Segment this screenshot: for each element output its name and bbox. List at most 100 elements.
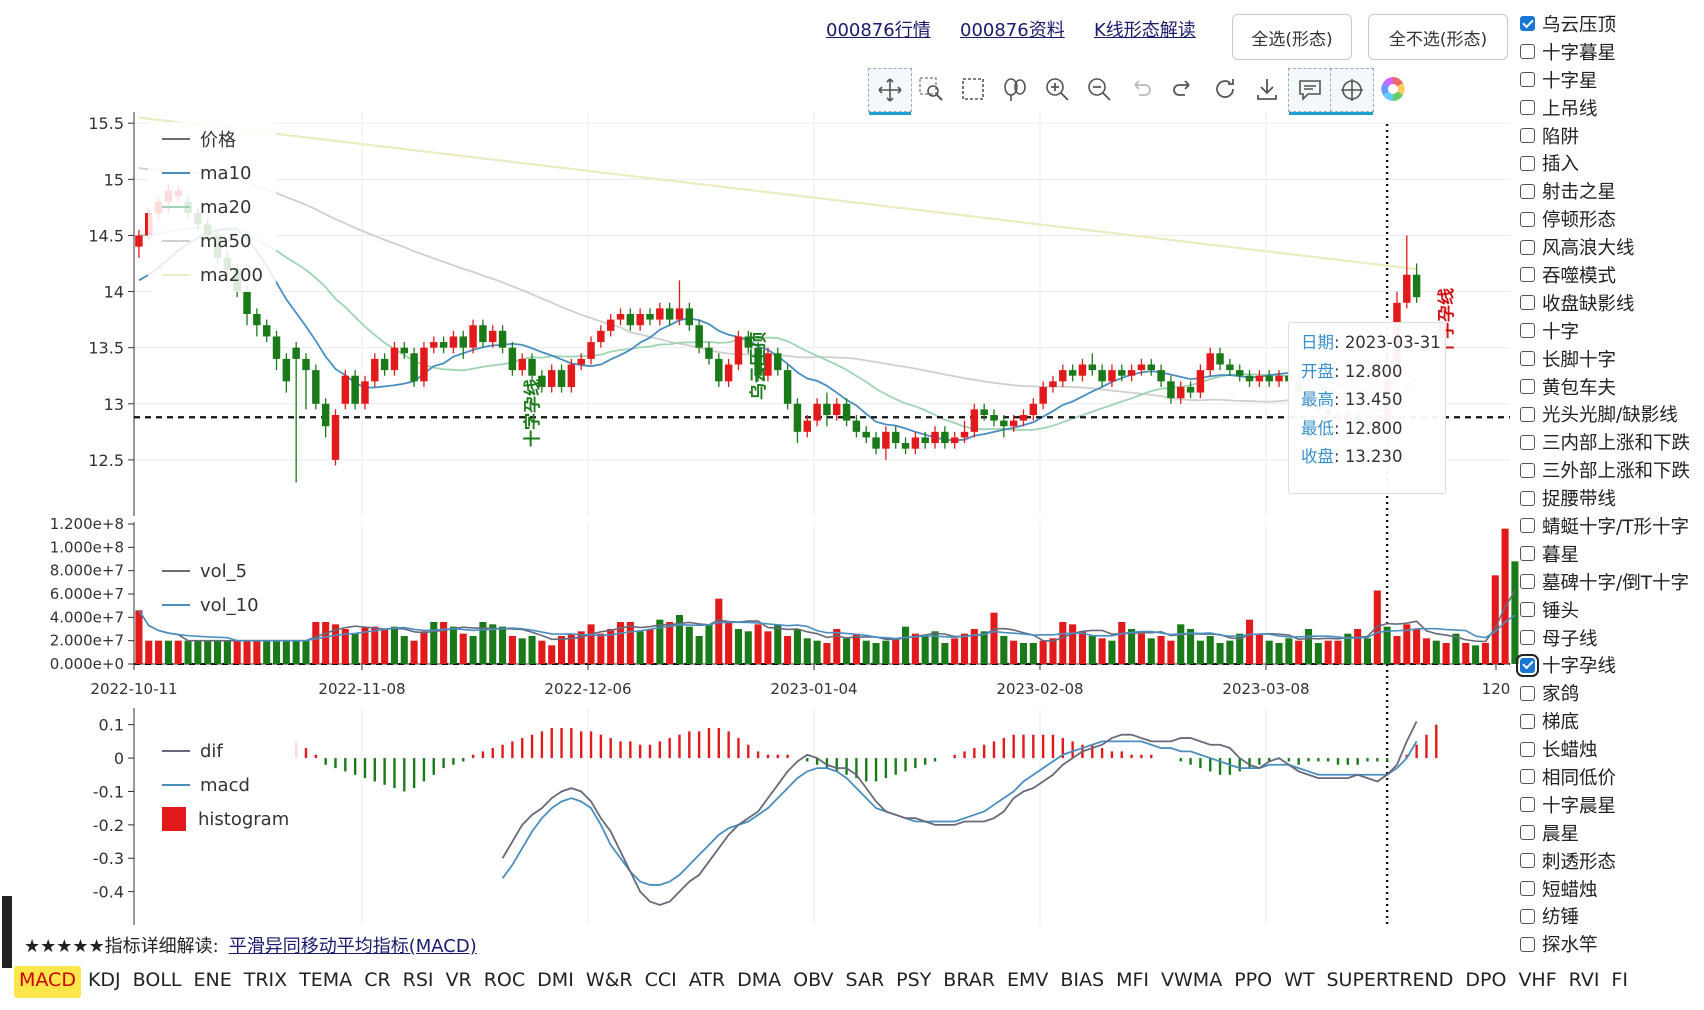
checkbox[interactable] — [1520, 211, 1535, 227]
indicator-tab[interactable]: VR — [445, 969, 472, 991]
deselect-all-button[interactable]: 全不选(形态) — [1368, 14, 1508, 60]
checkbox[interactable] — [1520, 239, 1535, 255]
bokeh-logo-icon[interactable] — [1372, 68, 1414, 110]
checkbox[interactable] — [1520, 881, 1535, 897]
crosshair-icon[interactable] — [1330, 68, 1374, 115]
pattern-checkbox-item[interactable]: 光头光脚/缺影线 — [1520, 400, 1704, 428]
link-profile[interactable]: 000876资料 — [960, 20, 1065, 41]
legend-item-vol10[interactable]: vol_10 — [148, 588, 268, 622]
checkbox[interactable] — [1520, 853, 1535, 869]
pattern-checkbox-item[interactable]: 墓碑十字/倒T十字 — [1520, 568, 1704, 596]
pattern-checkbox-item[interactable]: 探水竿 — [1520, 930, 1704, 958]
checkbox[interactable] — [1520, 16, 1535, 32]
checkbox[interactable] — [1520, 741, 1535, 757]
pattern-checkbox-item[interactable]: 陷阱 — [1520, 122, 1704, 150]
indicator-tab[interactable]: DMA — [737, 969, 782, 991]
indicator-tab[interactable]: BOLL — [132, 969, 182, 991]
indicator-tab[interactable]: EMV — [1006, 969, 1049, 991]
checkbox[interactable] — [1520, 128, 1535, 143]
pattern-checkbox-item[interactable]: 长脚十字 — [1520, 345, 1704, 373]
indicator-tab[interactable]: OBV — [793, 969, 834, 991]
indicator-tab[interactable]: MFI — [1116, 969, 1150, 991]
checkbox[interactable] — [1520, 602, 1535, 618]
pattern-checkbox-item[interactable]: 射击之星 — [1520, 177, 1704, 205]
hover-icon[interactable] — [1288, 68, 1332, 115]
checkbox[interactable] — [1520, 351, 1535, 367]
pattern-checkbox-item[interactable]: 相同低价 — [1520, 763, 1704, 791]
checkbox[interactable] — [1520, 323, 1535, 339]
checkbox[interactable] — [1520, 434, 1535, 450]
pattern-checkbox-item[interactable]: 短蜡烛 — [1520, 875, 1704, 903]
checkbox[interactable] — [1520, 267, 1535, 283]
pattern-checkbox-item[interactable]: 吞噬模式 — [1520, 261, 1704, 289]
indicator-tab[interactable]: DMI — [537, 969, 574, 991]
pattern-checkbox-item[interactable]: 蜻蜓十字/T形十字 — [1520, 512, 1704, 540]
save-icon[interactable] — [1246, 68, 1288, 110]
pattern-checkbox-item[interactable]: 捉腰带线 — [1520, 484, 1704, 512]
checkbox[interactable] — [1520, 769, 1535, 785]
checkbox[interactable] — [1520, 546, 1535, 562]
indicator-tab[interactable]: WT — [1284, 969, 1315, 991]
checkbox[interactable] — [1520, 462, 1535, 478]
legend-item-price[interactable]: 价格 — [148, 122, 276, 156]
pattern-checkbox-item[interactable]: 长蜡烛 — [1520, 735, 1704, 763]
checkbox[interactable] — [1516, 653, 1539, 677]
checkbox[interactable] — [1520, 44, 1535, 60]
zoom-in-icon[interactable] — [1036, 68, 1078, 110]
checkbox[interactable] — [1520, 685, 1535, 701]
pattern-checkbox-item[interactable]: 十字孕线 — [1516, 651, 1704, 679]
pattern-checkbox-item[interactable]: 停顿形态 — [1520, 205, 1704, 233]
pattern-checkbox-item[interactable]: 乌云压顶 — [1520, 10, 1704, 38]
pattern-checkbox-item[interactable]: 晨星 — [1520, 819, 1704, 847]
legend-item-ma20[interactable]: ma20 — [148, 190, 276, 224]
checkbox[interactable] — [1520, 713, 1535, 729]
indicator-tab[interactable]: ROC — [483, 969, 526, 991]
indicator-tab[interactable]: MACD — [14, 966, 81, 998]
box-zoom-icon[interactable] — [910, 68, 952, 110]
checkbox[interactable] — [1520, 936, 1535, 952]
checkbox[interactable] — [1520, 295, 1535, 311]
indicator-tab[interactable]: ATR — [688, 969, 726, 991]
checkbox[interactable] — [1520, 630, 1535, 646]
indicator-tab[interactable]: KDJ — [87, 969, 121, 991]
legend-item-histogram[interactable]: histogram — [148, 802, 298, 836]
pattern-checkbox-item[interactable]: 暮星 — [1520, 540, 1704, 568]
indicator-tab[interactable]: BRAR — [943, 969, 995, 991]
undo-icon[interactable] — [1120, 68, 1162, 110]
indicator-tab[interactable]: VWMA — [1161, 969, 1223, 991]
legend-item-ma200[interactable]: ma200 — [148, 258, 276, 292]
box-select-icon[interactable] — [952, 68, 994, 110]
indicator-tab[interactable]: BIAS — [1060, 969, 1105, 991]
checkbox[interactable] — [1520, 518, 1535, 534]
pattern-checkbox-item[interactable]: 插入 — [1520, 149, 1704, 177]
reset-icon[interactable] — [1204, 68, 1246, 110]
legend-item-ma50[interactable]: ma50 — [148, 224, 276, 258]
indicator-tab[interactable]: RVI — [1568, 969, 1600, 991]
checkbox[interactable] — [1520, 908, 1535, 924]
indicator-tab[interactable]: PSY — [896, 969, 932, 991]
pattern-checkbox-item[interactable]: 纺锤 — [1520, 903, 1704, 931]
indicator-tab[interactable]: SAR — [845, 969, 885, 991]
lasso-icon[interactable] — [994, 68, 1036, 110]
pattern-checkbox-item[interactable]: 十字暮星 — [1520, 38, 1704, 66]
pattern-checkbox-item[interactable]: 家鸽 — [1520, 679, 1704, 707]
indicator-tab[interactable]: CCI — [644, 969, 677, 991]
redo-icon[interactable] — [1162, 68, 1204, 110]
checkbox[interactable] — [1520, 797, 1535, 813]
indicator-link[interactable]: 平滑异同移动平均指标(MACD) — [228, 936, 477, 957]
link-quote[interactable]: 000876行情 — [826, 20, 931, 41]
link-kline-patterns[interactable]: K线形态解读 — [1094, 20, 1196, 41]
indicator-tab[interactable]: W&R — [585, 969, 633, 991]
select-all-button[interactable]: 全选(形态) — [1232, 14, 1352, 60]
checkbox[interactable] — [1520, 379, 1535, 395]
checkbox[interactable] — [1520, 490, 1535, 506]
checkbox[interactable] — [1520, 155, 1535, 171]
pattern-checkbox-item[interactable]: 黄包车夫 — [1520, 373, 1704, 401]
pattern-checkbox-item[interactable]: 刺透形态 — [1520, 847, 1704, 875]
pattern-checkbox-item[interactable]: 十字星 — [1520, 66, 1704, 94]
zoom-out-icon[interactable] — [1078, 68, 1120, 110]
checkbox[interactable] — [1520, 100, 1535, 116]
pattern-checkbox-item[interactable]: 三外部上涨和下跌 — [1520, 456, 1704, 484]
pattern-checkbox-item[interactable]: 十字 — [1520, 317, 1704, 345]
checkbox[interactable] — [1520, 183, 1535, 199]
